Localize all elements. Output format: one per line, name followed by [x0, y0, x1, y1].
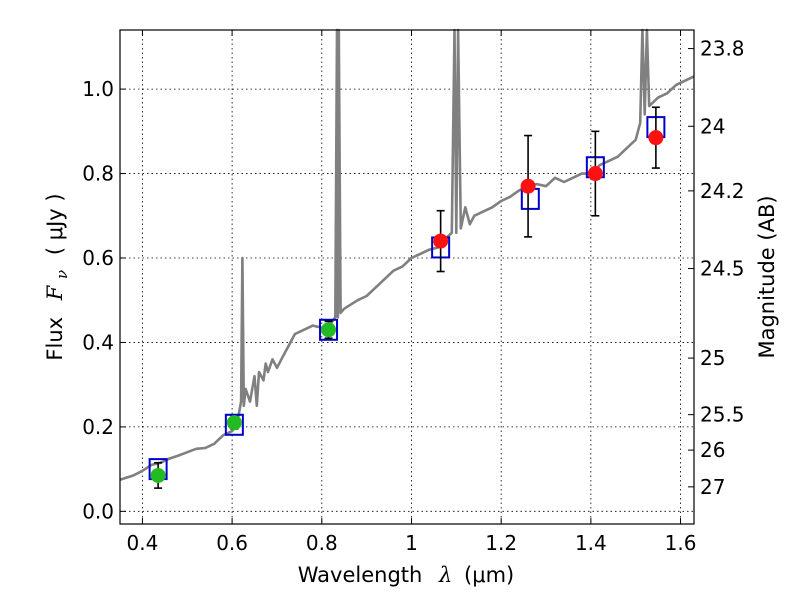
y-tick-label: 0.8 — [82, 162, 114, 186]
y-tick-label: 1.0 — [82, 77, 114, 101]
x-tick-label: 1.6 — [665, 531, 697, 555]
right-axis-label: Magnitude (AB) — [755, 195, 779, 358]
observed-flux-point — [587, 166, 603, 182]
magnitude-tick-label: 24.2 — [700, 179, 745, 203]
observed-flux-point — [520, 178, 536, 194]
x-tick-label: 1.4 — [575, 531, 607, 555]
ticks-layer: 0.4 0.6 0.8 1 1.2 1.4 1.6 0.0 0.2 0.4 0.6 0.8 1.0 23.… — [82, 30, 745, 555]
y-axis-label: Flux F ν ( μJy ) — [43, 193, 72, 360]
x-tick-label: 1 — [405, 531, 418, 555]
magnitude-tick-label: 24.5 — [700, 257, 745, 281]
magnitude-tick-label: 25 — [700, 346, 725, 370]
y-axis-label-unit: ( μJy ) — [43, 193, 67, 255]
x-tick-label: 0.6 — [216, 531, 248, 555]
plot-frame — [119, 29, 695, 525]
y-tick-label: 0.6 — [82, 246, 114, 270]
x-tick-label: 0.4 — [127, 531, 159, 555]
x-axis-label: Wavelength λ (μm) — [298, 563, 514, 587]
x-tick-label: 1.2 — [485, 531, 517, 555]
magnitude-tick-label: 26 — [700, 438, 725, 462]
data-points-layer — [148, 106, 666, 489]
magnitude-tick-label: 25.5 — [700, 403, 745, 427]
model-spectrum-layer — [119, 28, 695, 481]
y-axis-label-symbol: F — [43, 284, 67, 301]
y-axis-label-text: Flux — [43, 317, 67, 361]
y-tick-label: 0.2 — [82, 415, 114, 439]
model-photometry-square — [224, 413, 244, 436]
observed-flux-point — [648, 130, 664, 146]
magnitude-tick-label: 27 — [700, 475, 725, 499]
observed-flux-point — [150, 467, 166, 483]
x-axis-label-text: Wavelength — [298, 563, 423, 587]
magnitude-tick-label: 24 — [700, 114, 725, 138]
x-tick-label: 0.8 — [306, 531, 338, 555]
observed-flux-point — [226, 415, 242, 431]
y-tick-label: 0.0 — [82, 499, 114, 523]
model-photometry-square — [319, 318, 339, 341]
x-axis-label-unit: (μm) — [464, 563, 514, 587]
magnitude-tick-label: 23.8 — [700, 37, 745, 61]
model-spectrum-line — [119, 28, 695, 481]
y-axis-label-subscript: ν — [53, 270, 71, 279]
grid — [120, 30, 694, 524]
observed-flux-point — [321, 322, 337, 338]
x-axis-label-symbol: λ — [438, 563, 452, 587]
observed-flux-point — [433, 233, 449, 249]
y-tick-label: 0.4 — [82, 330, 114, 354]
